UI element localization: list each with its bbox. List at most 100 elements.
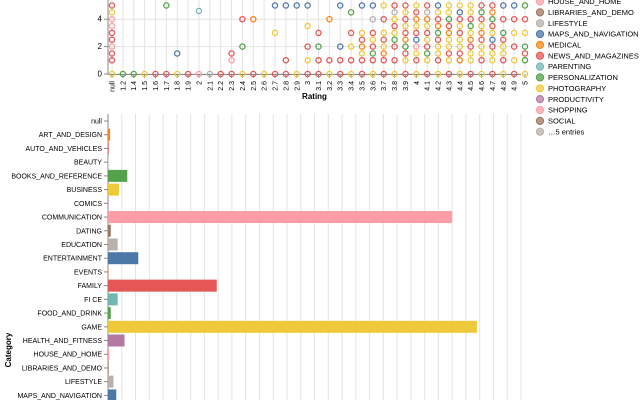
- bar: [108, 197, 109, 209]
- bar-category-label: null: [91, 119, 102, 126]
- bar: [108, 142, 109, 154]
- scatter-x-tick-label: 2.8: [283, 81, 290, 91]
- legend-swatch: [536, 30, 543, 37]
- scatter-y-tick-label: 4: [98, 15, 103, 24]
- scatter-x-tick-label: 4.4: [457, 81, 464, 91]
- bar: [108, 252, 138, 264]
- scatter-x-tick-label: 4.7: [490, 81, 497, 91]
- bar: [108, 129, 110, 141]
- bar-category-label: AUTO_AND_VEHICLES: [25, 146, 102, 153]
- scatter-x-tick-label: 2.4: [240, 81, 247, 91]
- bar-category-label: HOUSE_AND_HOME: [34, 352, 103, 359]
- scatter-x-tick-label: 1.9: [186, 81, 193, 91]
- scatter-x-tick-label: 4.6: [479, 81, 486, 91]
- scatter-x-tick-label: 2: [196, 81, 203, 85]
- legend-swatch: [536, 41, 543, 48]
- scatter-x-tick-label: 1.7: [164, 81, 171, 91]
- legend-entry-label: PRODUCTIVITY: [548, 95, 604, 104]
- bar: [108, 184, 119, 196]
- bar: [108, 376, 114, 388]
- legend-swatch: [536, 9, 543, 16]
- bar-category-label: MAPS_AND_NAVIGATION: [17, 393, 102, 400]
- legend-swatch: [536, 96, 543, 103]
- bar: [108, 211, 452, 223]
- scatter-x-tick-label: 2.7: [273, 81, 280, 91]
- bar-category-label: LIBRARIES_AND_DEMO: [22, 365, 103, 372]
- bar-category-label: HEALTH_AND_FITNESS: [23, 338, 103, 345]
- scatter-x-tick-label: 3.9: [403, 81, 410, 91]
- scatter-x-tick-label: 2.1: [207, 81, 214, 91]
- legend-swatch: [536, 20, 543, 27]
- legend-swatch: [536, 106, 543, 113]
- scatter-x-tick-label: 3.5: [359, 81, 366, 91]
- scatter-x-tick-label: 2.3: [229, 81, 236, 91]
- legend-entry-label: NEWS_AND_MAGAZINES: [548, 51, 639, 60]
- bar: [108, 170, 127, 182]
- bar: [108, 348, 109, 360]
- scatter-x-tick-label: 2.2: [218, 81, 225, 91]
- legend-entry-label: MEDICAL: [548, 41, 581, 50]
- scatter-x-tick-label: 4.3: [446, 81, 453, 91]
- bar: [108, 307, 111, 319]
- bar: [108, 238, 118, 250]
- scatter-x-tick-label: 3.8: [392, 81, 399, 91]
- legend-swatch: [536, 128, 543, 135]
- scatter-x-tick-label: 3: [305, 81, 312, 85]
- scatter-x-tick-label: null: [110, 81, 117, 92]
- scatter-x-tick-label: 4.9: [512, 81, 519, 91]
- bar-category-label: COMMUNICATION: [42, 215, 102, 222]
- legend-swatch: [536, 85, 543, 92]
- scatter-x-tick-label: 4.5: [468, 81, 475, 91]
- bar: [108, 225, 111, 237]
- legend-swatch: [536, 0, 543, 5]
- bar: [108, 389, 116, 400]
- scatter-x-tick-label: 1.5: [142, 81, 149, 91]
- legend-entry-label: SOCIAL: [548, 116, 576, 125]
- scatter-x-tick-label: 5: [523, 81, 530, 85]
- bar: [108, 362, 109, 374]
- scatter-x-tick-label: 4.1: [425, 81, 432, 91]
- legend-entry-label: LIFESTYLE: [548, 19, 588, 28]
- bar-category-label: DATING: [76, 228, 102, 235]
- legend-entry-label: SHOPPING: [548, 106, 588, 115]
- scatter-x-tick-label: 1.8: [175, 81, 182, 91]
- bar-category-label: BUSINESS: [67, 187, 103, 194]
- legend-entry-label: …5 entries: [548, 127, 585, 136]
- bar: [108, 335, 125, 347]
- scatter-x-tick-label: 4: [414, 81, 421, 85]
- bar: [108, 321, 477, 333]
- legend-swatch: [536, 74, 543, 81]
- scatter-x-tick-label: 4.2: [436, 81, 443, 91]
- scatter-x-tick-label: 4.8: [501, 81, 508, 91]
- scatter-x-tick-label: 3.7: [381, 81, 388, 91]
- bar-category-label: BEAUTY: [74, 160, 102, 167]
- scatter-x-tick-label: 3.6: [370, 81, 377, 91]
- bar-category-label: EVENTS: [74, 269, 102, 276]
- bar-y-axis-title: Category: [4, 332, 13, 367]
- scatter-x-tick-label: 3.4: [349, 81, 356, 91]
- bar-category-label: FAMILY: [78, 283, 103, 290]
- scatter-x-tick-label: 3.3: [338, 81, 345, 91]
- legend-swatch: [536, 117, 543, 124]
- bar-category-label: ART_AND_DESIGN: [39, 132, 102, 139]
- bar: [108, 293, 118, 305]
- bar-category-label: EDUCATION: [61, 242, 102, 249]
- legend-entry-label: HOUSE_AND_HOME: [548, 0, 621, 6]
- bar-category-label: BOOKS_AND_REFERENCE: [11, 173, 102, 180]
- legend-swatch: [536, 52, 543, 59]
- bar: [108, 280, 217, 292]
- scatter-x-tick-label: 3.1: [316, 81, 323, 91]
- bar-category-label: FI CE: [84, 297, 102, 304]
- scatter-x-tick-label: 1.4: [131, 81, 138, 91]
- scatter-x-tick-label: 2.9: [294, 81, 301, 91]
- scatter-y-tick-label: 0: [98, 70, 103, 79]
- scatter-x-tick-label: 3.2: [327, 81, 334, 91]
- scatter-x-tick-label: 2.6: [262, 81, 269, 91]
- legend-entry-label: PARENTING: [548, 62, 591, 71]
- scatter-y-tick-label: 2: [98, 42, 103, 51]
- legend-entry-label: PHOTOGRAPHY: [548, 84, 606, 93]
- legend-entry-label: PERSONALIZATION: [548, 73, 618, 82]
- bar-category-label: FOOD_AND_DRINK: [37, 311, 102, 318]
